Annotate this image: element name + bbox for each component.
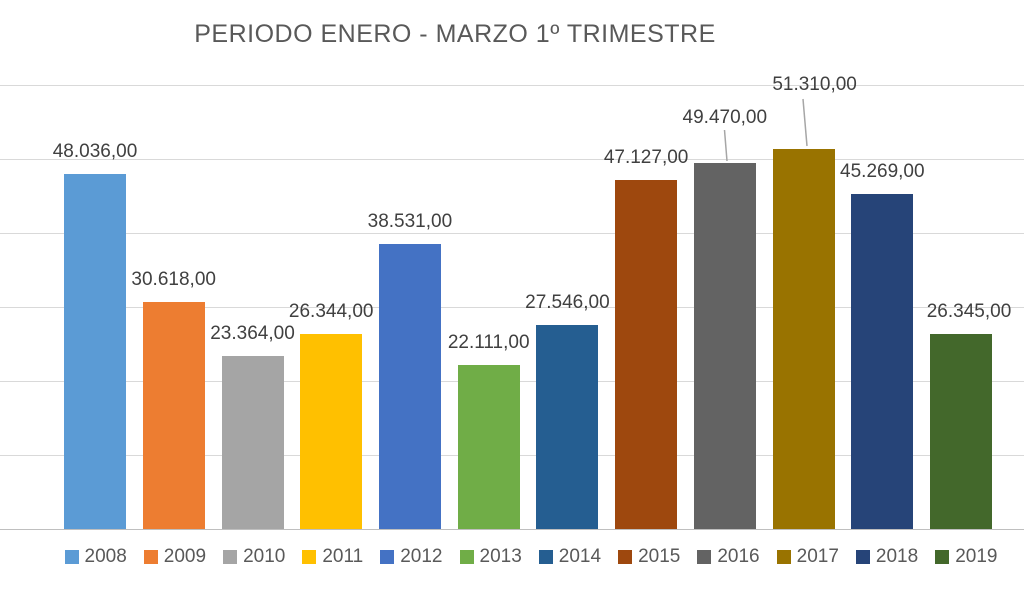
legend-swatch-2018	[855, 550, 870, 564]
legend-label-2014: 2014	[558, 546, 602, 567]
legend-item-2011: 2011	[302, 546, 363, 568]
legend-item-2010: 2010	[223, 546, 285, 568]
leader-line-2017	[802, 98, 808, 147]
bar-2012	[378, 243, 441, 529]
data-label-2012: 38.531,00	[367, 210, 453, 232]
legend-item-2008: 2008	[64, 546, 127, 568]
legend-swatch-2016	[697, 550, 712, 564]
legend-item-2012: 2012	[380, 546, 443, 568]
legend-swatch-2008	[64, 550, 79, 564]
legend-label-2008: 2008	[84, 546, 127, 567]
data-label-2015: 47.127,00	[603, 147, 689, 169]
legend-label-2016: 2016	[717, 546, 760, 567]
legend-label-2012: 2012	[400, 546, 443, 567]
legend-item-2015: 2015	[618, 546, 680, 568]
legend-label-2009: 2009	[163, 546, 207, 567]
bar-2019	[930, 334, 992, 529]
legend-swatch-2013	[459, 550, 474, 564]
data-label-2011: 26.344,00	[288, 301, 374, 323]
legend-item-2018: 2018	[855, 546, 919, 568]
data-label-2016: 49.470,00	[682, 107, 768, 128]
data-label-2014: 27.546,00	[525, 292, 610, 314]
legend-item-2013: 2013	[459, 546, 522, 568]
legend-item-2016: 2016	[697, 546, 760, 568]
legend-label-2015: 2015	[638, 546, 681, 567]
legend-label-2013: 2013	[479, 546, 522, 567]
legend-swatch-2011	[302, 550, 317, 564]
legend-swatch-2009	[143, 550, 158, 564]
bar-2009	[142, 302, 205, 529]
bar-2013	[457, 365, 520, 529]
data-label-2010: 23.364,00	[210, 323, 295, 345]
data-label-2019: 26.345,00	[926, 301, 1012, 322]
chart-legend: 2008 2009 2010 2011 2012 2013 2014 2015 2016 2017…	[0, 546, 1024, 568]
bar-2010	[221, 356, 284, 529]
legend-label-2010: 2010	[243, 546, 286, 567]
legend-label-2011: 2011	[322, 546, 364, 567]
gridline	[0, 233, 1024, 234]
legend-swatch-2019	[935, 550, 950, 564]
gridline	[0, 85, 1024, 86]
x-axis-line	[0, 529, 1024, 530]
bar-2011	[300, 334, 363, 529]
data-label-2009: 30.618,00	[131, 269, 216, 291]
legend-swatch-2014	[538, 550, 553, 564]
bar-2014	[536, 325, 599, 529]
leader-line-2016	[723, 129, 728, 162]
bar-2016	[693, 162, 756, 529]
data-label-2008: 48.036,00	[52, 140, 138, 162]
legend-item-2009: 2009	[143, 546, 207, 568]
legend-swatch-2015	[618, 550, 633, 564]
legend-item-2019: 2019	[935, 546, 997, 568]
legend-swatch-2012	[380, 550, 395, 564]
legend-label-2017: 2017	[796, 546, 839, 567]
gridline	[0, 159, 1024, 160]
legend-swatch-2017	[776, 550, 791, 564]
data-label-2018: 45.269,00	[840, 161, 925, 182]
legend-item-2017: 2017	[776, 546, 839, 568]
legend-label-2019: 2019	[955, 546, 998, 567]
bar-2017	[772, 149, 835, 529]
legend-swatch-2010	[223, 550, 238, 564]
bar-2008	[64, 173, 126, 529]
gridline	[0, 307, 1024, 308]
chart-title: PERIODO ENERO - MARZO 1º TRIMESTRE	[194, 20, 716, 48]
legend-label-2018: 2018	[875, 546, 919, 567]
bar-2018	[851, 194, 914, 529]
data-label-2013: 22.111,00	[447, 332, 530, 354]
data-label-2017: 51.310,00	[772, 74, 857, 95]
legend-item-2014: 2014	[538, 546, 602, 568]
bar-2015	[615, 180, 678, 529]
